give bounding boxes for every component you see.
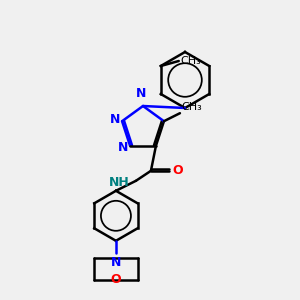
Text: O: O bbox=[111, 273, 121, 286]
Text: N: N bbox=[111, 256, 121, 269]
Text: N: N bbox=[110, 113, 120, 126]
Text: CH₃: CH₃ bbox=[181, 56, 202, 66]
Text: CH₃: CH₃ bbox=[181, 102, 202, 112]
Text: NH: NH bbox=[109, 176, 130, 189]
Text: N: N bbox=[118, 141, 128, 154]
Text: N: N bbox=[136, 87, 146, 100]
Text: O: O bbox=[172, 164, 183, 177]
